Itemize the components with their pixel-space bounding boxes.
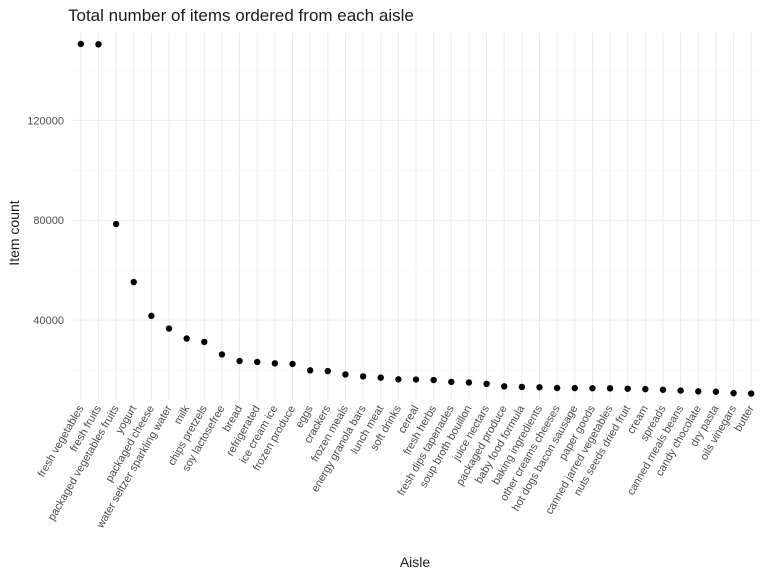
data-point [165, 325, 173, 332]
data-point [430, 376, 437, 384]
grid-lines [72, 33, 760, 400]
data-point [183, 335, 190, 342]
data-point [148, 312, 155, 320]
data-point [254, 358, 261, 366]
data-point [306, 367, 314, 374]
data-point [324, 367, 331, 375]
data-point [342, 371, 349, 378]
data-point [412, 376, 420, 383]
chart-title: Total number of items ordered from each … [68, 6, 414, 25]
data-point [95, 41, 102, 48]
data-point [201, 338, 208, 346]
data-point [271, 360, 279, 367]
data-point [536, 384, 543, 391]
data-point [642, 385, 649, 393]
data-point [518, 383, 526, 391]
data-point [501, 383, 508, 390]
data-point [77, 40, 85, 48]
x-axis-title: Aisle [400, 554, 431, 570]
y-axis-title: Item count [6, 200, 22, 265]
data-point [606, 385, 614, 392]
data-point [659, 386, 667, 393]
data-point [359, 373, 367, 380]
data-point [712, 388, 720, 395]
y-tick-label: 40000 [33, 315, 64, 327]
data-point [747, 390, 755, 397]
data-point [624, 385, 631, 392]
data-point [218, 351, 226, 358]
y-tick-label: 80000 [33, 215, 64, 227]
data-point [289, 360, 296, 368]
data-point [553, 384, 561, 392]
data-point [483, 380, 490, 388]
data-point [730, 389, 737, 397]
data-point [395, 376, 402, 383]
y-tick-label: 120000 [27, 115, 64, 127]
data-points [77, 40, 755, 397]
data-point [130, 278, 137, 286]
data-point [589, 385, 596, 392]
y-axis-ticks: 40000 80000 120000 [27, 115, 64, 327]
data-point [236, 357, 243, 365]
data-point [571, 384, 578, 392]
data-point [112, 220, 120, 228]
data-point [695, 388, 702, 395]
data-point [377, 374, 384, 381]
data-point [465, 379, 473, 386]
data-point [677, 387, 684, 394]
data-point [448, 378, 455, 386]
